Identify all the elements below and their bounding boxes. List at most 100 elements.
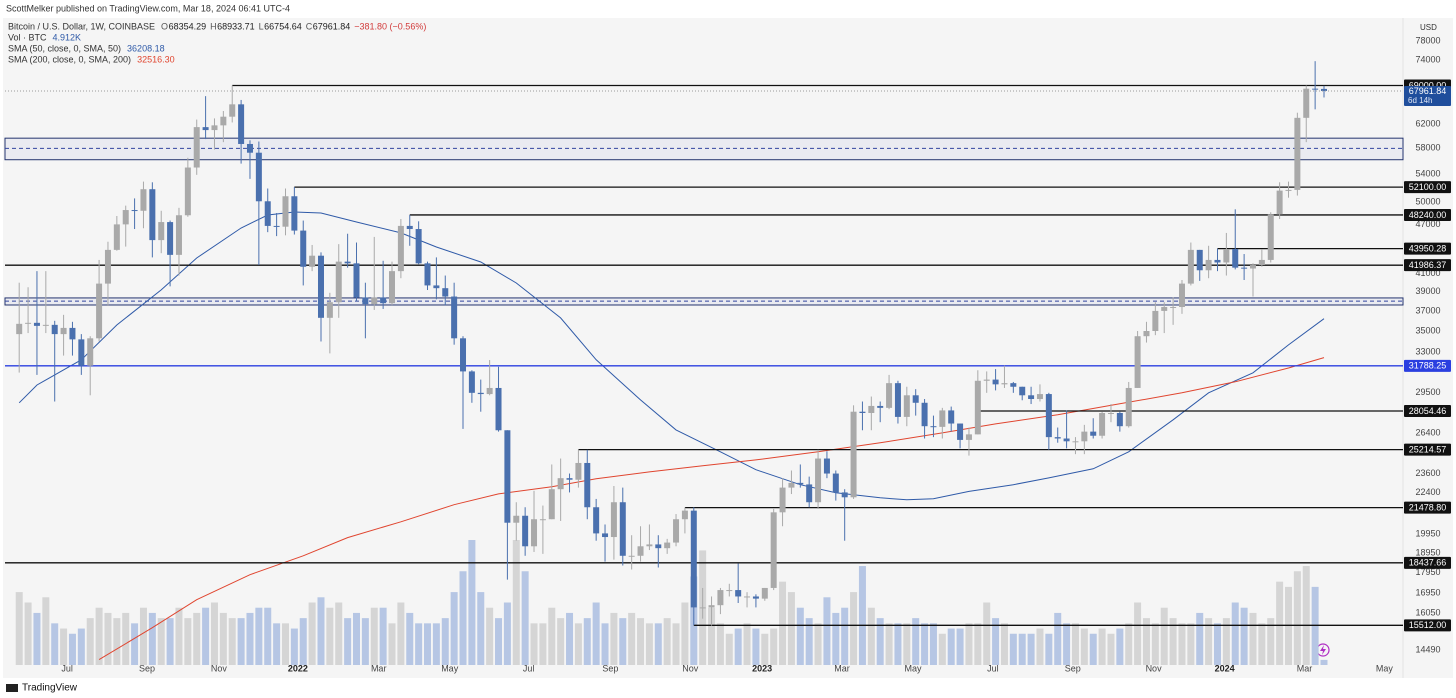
volume-bar	[486, 607, 494, 665]
volume-bar	[1116, 628, 1124, 665]
y-tick-label: 23600	[1415, 468, 1440, 478]
candle-body	[1081, 431, 1088, 442]
level-label-box	[1404, 405, 1451, 418]
volume-bar	[903, 623, 911, 665]
y-tick-label: 18950	[1415, 547, 1440, 557]
candle-body	[1258, 259, 1265, 266]
volume-bar	[477, 592, 485, 665]
legend-symbol: Bitcoin / U.S. Dollar, 1W, COINBASE	[8, 21, 155, 31]
volume-bar	[708, 607, 716, 665]
volume-bar	[1080, 628, 1088, 665]
volume-bar	[548, 607, 556, 665]
volume-bar	[1222, 618, 1230, 665]
candle-body	[300, 230, 307, 267]
sma-line	[18, 211, 1325, 501]
legend-change: −381.80 (−0.56%)	[354, 21, 426, 31]
candle-body	[362, 297, 369, 305]
candle-body	[983, 379, 990, 381]
candle-body	[131, 210, 138, 212]
x-tick-label: Nov	[211, 663, 228, 673]
candle-body	[238, 104, 245, 144]
x-tick-label: Nov	[1146, 663, 1163, 673]
candle-body	[406, 225, 413, 230]
volume-bar	[361, 618, 369, 665]
volume-bar	[743, 623, 751, 665]
legend-high: 68933.71	[217, 21, 255, 31]
volume-bar	[521, 571, 529, 665]
volume-bar	[850, 592, 858, 665]
volume-bar	[397, 602, 405, 665]
level-label-box	[1404, 181, 1451, 194]
volume-bar	[841, 607, 849, 665]
volume-bar	[770, 628, 778, 665]
volume-bar	[752, 628, 760, 665]
level-label: 28054.46	[1409, 406, 1447, 416]
legend-sma-name: SMA (50, close, 0, SMA, 50)	[8, 43, 121, 53]
volume-bar	[1036, 628, 1044, 665]
candle-body	[664, 542, 671, 549]
level-label-box	[1404, 359, 1451, 372]
candle-body	[1170, 307, 1177, 309]
candle-body	[752, 596, 759, 599]
candle-body	[690, 510, 697, 608]
volume-bar	[1320, 659, 1328, 665]
volume-bar	[823, 597, 831, 665]
candle-body	[60, 327, 67, 335]
volume-bar	[512, 540, 520, 665]
volume-bar	[273, 623, 281, 665]
candle-body	[1267, 214, 1274, 260]
x-tick-label: 2023	[752, 663, 772, 673]
candle-body	[957, 423, 964, 440]
volume-bar	[148, 612, 156, 665]
volume-bar	[415, 623, 423, 665]
level-label-box	[1404, 619, 1451, 632]
volume-bar	[60, 628, 68, 665]
candle-body	[504, 430, 511, 523]
volume-bar	[566, 612, 574, 665]
candle-body	[309, 255, 316, 267]
volume-bar	[335, 602, 343, 665]
x-tick-label: May	[905, 663, 923, 673]
volume-bar	[876, 618, 884, 665]
x-tick-label: Sep	[139, 663, 155, 673]
volume-bar	[779, 581, 787, 665]
volume-bar	[210, 602, 218, 665]
candle-body	[912, 395, 919, 403]
level-label: 48240.00	[1409, 210, 1447, 220]
volume-bar	[734, 628, 742, 665]
volume-bar	[974, 623, 982, 665]
y-tick-label: 35000	[1415, 325, 1440, 335]
x-tick-label: 2024	[1215, 663, 1235, 673]
volume-bar	[1267, 618, 1275, 665]
volume-bar	[610, 612, 618, 665]
candle-body	[1054, 437, 1061, 439]
y-tick-label: 39000	[1415, 286, 1440, 296]
level-label: 25214.57	[1409, 444, 1447, 454]
candle-body	[681, 510, 688, 520]
candle-body	[1178, 283, 1185, 308]
x-tick-label: Sep	[602, 663, 618, 673]
candle-body	[1205, 259, 1212, 271]
volume-bar	[264, 607, 272, 665]
y-tick-label: 78000	[1415, 36, 1440, 46]
level-label: 52100.00	[1409, 182, 1447, 192]
candle-body	[761, 587, 768, 599]
volume-bar	[86, 618, 94, 665]
volume-bar	[1196, 612, 1204, 665]
candle-body	[25, 322, 32, 324]
volume-bar	[1063, 623, 1071, 665]
candle-body	[1294, 117, 1301, 190]
candle-body	[16, 323, 23, 335]
level-label-box	[1404, 443, 1451, 456]
volume-bar	[637, 618, 645, 665]
y-tick-label: 19950	[1415, 529, 1440, 539]
volume-bar	[326, 607, 334, 665]
candle-body	[1214, 259, 1221, 263]
candle-body	[1107, 413, 1114, 415]
volume-bar	[68, 633, 76, 665]
volume-bar	[921, 623, 929, 665]
level-label-box	[1404, 501, 1451, 514]
volume-bar	[832, 612, 840, 665]
candle-body	[930, 426, 937, 428]
volume-bar	[557, 618, 565, 665]
